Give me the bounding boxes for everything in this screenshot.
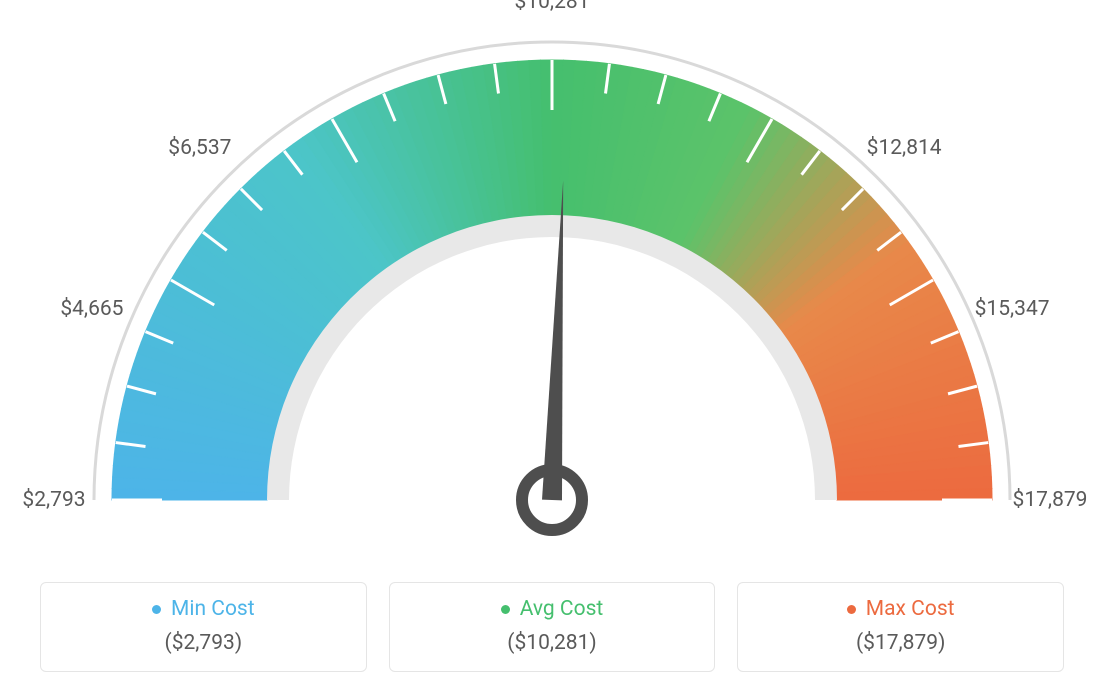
legend-dot-min bbox=[152, 605, 161, 614]
legend-value-max: ($17,879) bbox=[748, 631, 1053, 655]
legend-title-max: Max Cost bbox=[847, 597, 955, 621]
legend-card-max: Max Cost ($17,879) bbox=[737, 582, 1064, 672]
gauge-container: $2,793 $4,665 $6,537 $10,281 $12,814 $15,347 $… bbox=[0, 0, 1104, 560]
gauge-tick-label: $17,879 bbox=[1013, 488, 1088, 512]
gauge-tick-label: $15,347 bbox=[975, 297, 1050, 321]
legend-value-avg: ($10,281) bbox=[400, 631, 705, 655]
legend-title-min: Min Cost bbox=[152, 597, 255, 621]
legend-row: Min Cost ($2,793) Avg Cost ($10,281) Max… bbox=[40, 582, 1064, 672]
gauge-tick-label: $2,793 bbox=[22, 488, 85, 512]
legend-value-min: ($2,793) bbox=[51, 631, 356, 655]
legend-dot-max bbox=[847, 605, 856, 614]
gauge-svg bbox=[0, 0, 1104, 560]
legend-title-avg: Avg Cost bbox=[501, 597, 604, 621]
legend-card-avg: Avg Cost ($10,281) bbox=[389, 582, 716, 672]
legend-label-max: Max Cost bbox=[866, 597, 955, 621]
gauge-tick-label: $12,814 bbox=[867, 136, 942, 160]
legend-dot-avg bbox=[501, 605, 510, 614]
gauge-tick-label: $6,537 bbox=[168, 136, 231, 160]
gauge-tick-label: $4,665 bbox=[60, 297, 123, 321]
gauge-tick-label: $10,281 bbox=[515, 0, 590, 14]
legend-label-avg: Avg Cost bbox=[520, 597, 604, 621]
legend-label-min: Min Cost bbox=[171, 597, 255, 621]
legend-card-min: Min Cost ($2,793) bbox=[40, 582, 367, 672]
